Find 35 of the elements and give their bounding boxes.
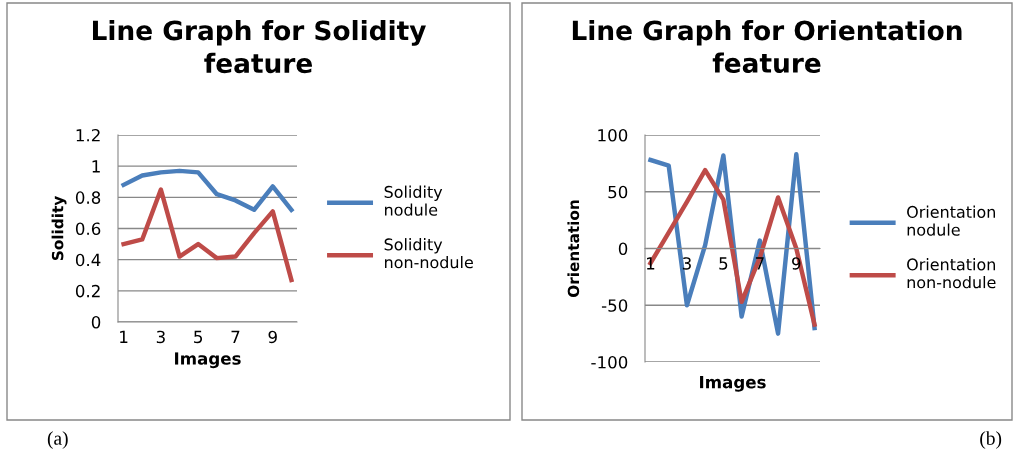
y-tick-label: 1.2 (76, 128, 100, 142)
chart-title: Line Graph for Solidity feature (92, 20, 426, 74)
y-tick-label: 0.2 (75, 284, 100, 298)
y-axis-title: Orientation (567, 200, 580, 297)
x-tick-label: 1 (120, 330, 128, 343)
x-axis-title: Images (700, 376, 766, 392)
text: (b) (980, 431, 1002, 449)
legend-label: Solidity nodule (384, 185, 443, 216)
y-tick-label: 0 (618, 242, 628, 256)
y-tick-label: 0.4 (75, 253, 101, 267)
y-tick-label: 50 (608, 185, 628, 199)
x-tick-label: 7 (231, 330, 240, 343)
x-tick-label: 5 (194, 330, 203, 344)
line-series (121, 168, 294, 213)
y-axis-title: Solidity (51, 196, 67, 261)
chart-title: Line Graph for Orientation feature (572, 20, 962, 73)
x-tick-label: 5 (719, 257, 728, 270)
line-series (121, 187, 294, 283)
x-tick-label: 3 (156, 330, 165, 344)
x-tick-label: 1 (647, 257, 655, 270)
x-tick-label: 7 (755, 257, 764, 270)
y-tick-label: 100 (598, 128, 628, 142)
x-tick-label: 9 (268, 330, 277, 344)
legend-label: Orientation nodule (907, 205, 995, 236)
x-tick-label: 3 (682, 257, 691, 270)
y-tick-label: -100 (591, 355, 628, 369)
y-tick-label: 0 (91, 315, 101, 329)
y-tick-label: 1 (92, 160, 100, 173)
y-tick-label: -50 (601, 299, 628, 312)
y-tick-label: 0.8 (75, 191, 101, 204)
legend-label: Solidity non-nodule (384, 238, 473, 269)
legend-label: Orientation non-nodule (907, 258, 996, 289)
y-tick-label: 0.6 (75, 222, 101, 236)
x-axis-title: Images (175, 352, 241, 369)
text: (a) (47, 431, 68, 449)
